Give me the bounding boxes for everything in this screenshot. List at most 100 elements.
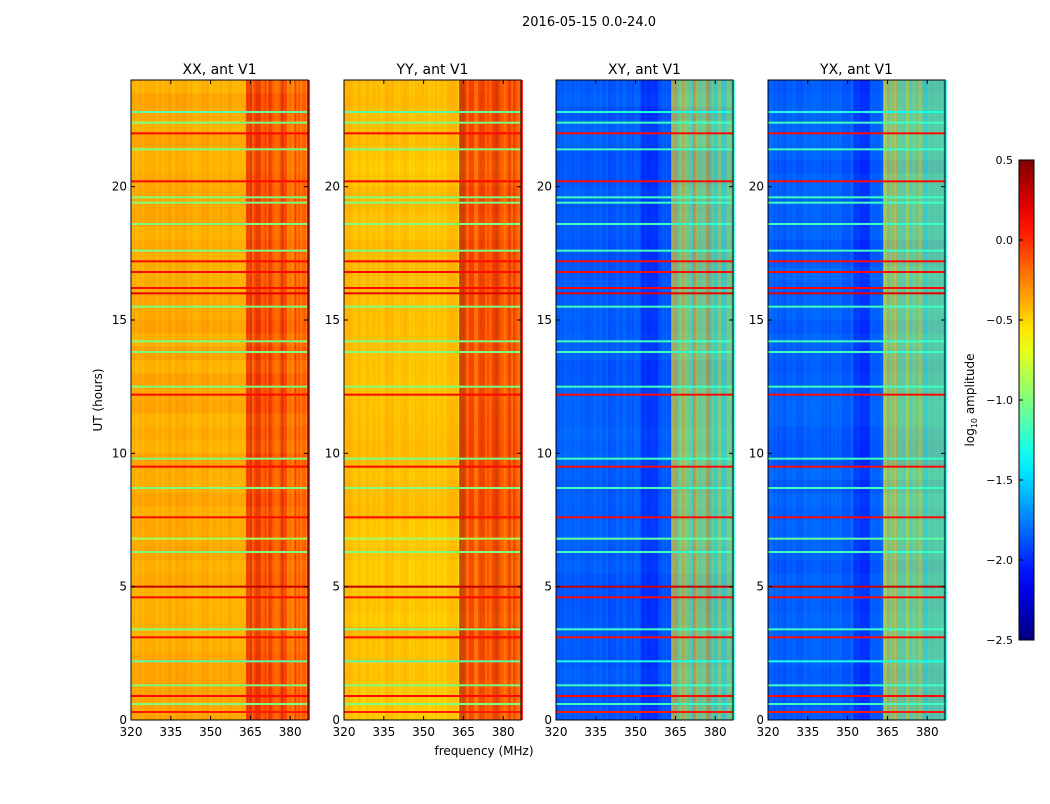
heatmap-time-block [131,320,308,334]
heatmap-column [700,80,704,720]
heatmap-column [477,80,481,720]
rfi-row [131,201,308,204]
rfi-row [768,201,945,204]
heatmap-column [622,80,626,720]
heatmap-column [151,80,154,720]
heatmap-time-block [768,680,945,694]
rfi-row [344,585,521,588]
rfi-row [768,684,945,687]
rfi-row [768,121,945,124]
heatmap-column [918,80,921,720]
heatmap-column [412,80,416,720]
heatmap-column [194,80,197,720]
colorbar-tick-label: −2.0 [986,554,1013,567]
heatmap-column [290,80,294,720]
heatmap-column [501,80,505,720]
heatmap-column [799,80,802,720]
heatmap-column [496,80,499,720]
heatmap-column [849,80,853,720]
heatmap-column [726,80,730,720]
panel-frame [343,79,522,721]
heatmap-time-block [344,400,521,414]
heatmap-column [171,80,175,720]
heatmap-time-block [768,253,945,267]
rfi-row [768,596,945,599]
heatmap-column [475,80,479,720]
heatmap-column [797,80,801,720]
x-tick-label: 365 [239,725,262,739]
heatmap-column [643,80,646,720]
heatmap-time-block [556,360,733,374]
rfi-row [556,487,733,489]
heatmap-column [808,80,812,720]
heatmap-column [235,80,238,720]
rfi-row [344,628,521,631]
heatmap-time-block [768,400,945,414]
rfi-row [556,132,733,135]
rfi-row [768,636,945,639]
heatmap-time-block [768,546,945,560]
heatmap-column [511,80,514,720]
heatmap-time-block [556,133,733,147]
x-tick-label: 320 [120,725,143,739]
rfi-row [556,223,733,225]
heatmap-time-block [131,386,308,400]
heatmap-column [563,80,566,720]
heatmap-column [145,80,149,720]
heatmap-column [924,80,927,720]
heatmap-column [253,80,256,720]
heatmap-column [138,80,141,720]
rfi-row [556,551,733,553]
heatmap-time-block [131,453,308,467]
rfi-row [344,393,521,396]
panel-3: YX, ant V1 320 335 350 365 380 0 5 10 15 20 [749,62,947,739]
y-tick-label: 0 [544,713,552,727]
rfi-row [768,196,945,199]
heatmap-column [825,80,828,720]
heatmap-column [782,80,786,720]
heatmap-column [595,80,598,720]
heatmap-time-block [344,653,521,667]
heatmap-column [186,80,190,720]
heatmap-time-block [344,666,521,680]
rfi-row [131,287,308,289]
heatmap-column [613,80,616,720]
rfi-row [556,351,733,353]
heatmap-column [507,80,510,720]
heatmap-column [888,80,892,720]
heatmap-column [353,80,356,720]
heatmap-time-block [344,106,521,120]
heatmap-column [925,80,929,720]
heatmap-time-block [131,426,308,440]
panel-frame [130,79,309,721]
heatmap-column [635,80,639,720]
heatmap-column [609,80,613,720]
heatmap-column [246,80,249,720]
heatmap-time-block [768,640,945,654]
heatmap-column [593,80,596,720]
heatmap-column [407,80,410,720]
heatmap-time-block [131,573,308,587]
heatmap-column [451,80,455,720]
rfi-row [131,596,308,599]
rfi-row [556,457,733,460]
heatmap-column [706,80,709,720]
rfi-row [556,340,733,343]
heatmap-column [429,80,432,720]
x-tick-label: 380 [916,725,939,739]
heatmap-column [583,80,587,720]
heatmap-time-block [768,293,945,307]
rfi-row [131,628,308,631]
heatmap-column [131,80,134,720]
heatmap-time-block [768,106,945,120]
heatmap-time-block [131,533,308,547]
x-tick-label: 320 [333,725,356,739]
heatmap-column [192,80,195,720]
heatmap-column [606,80,609,720]
heatmap-column [790,80,793,720]
rfi-row [131,393,308,396]
heatmap-column [654,80,657,720]
x-tick-label: 335 [584,725,607,739]
heatmap-time-block [131,680,308,694]
heatmap-time-block [556,600,733,614]
